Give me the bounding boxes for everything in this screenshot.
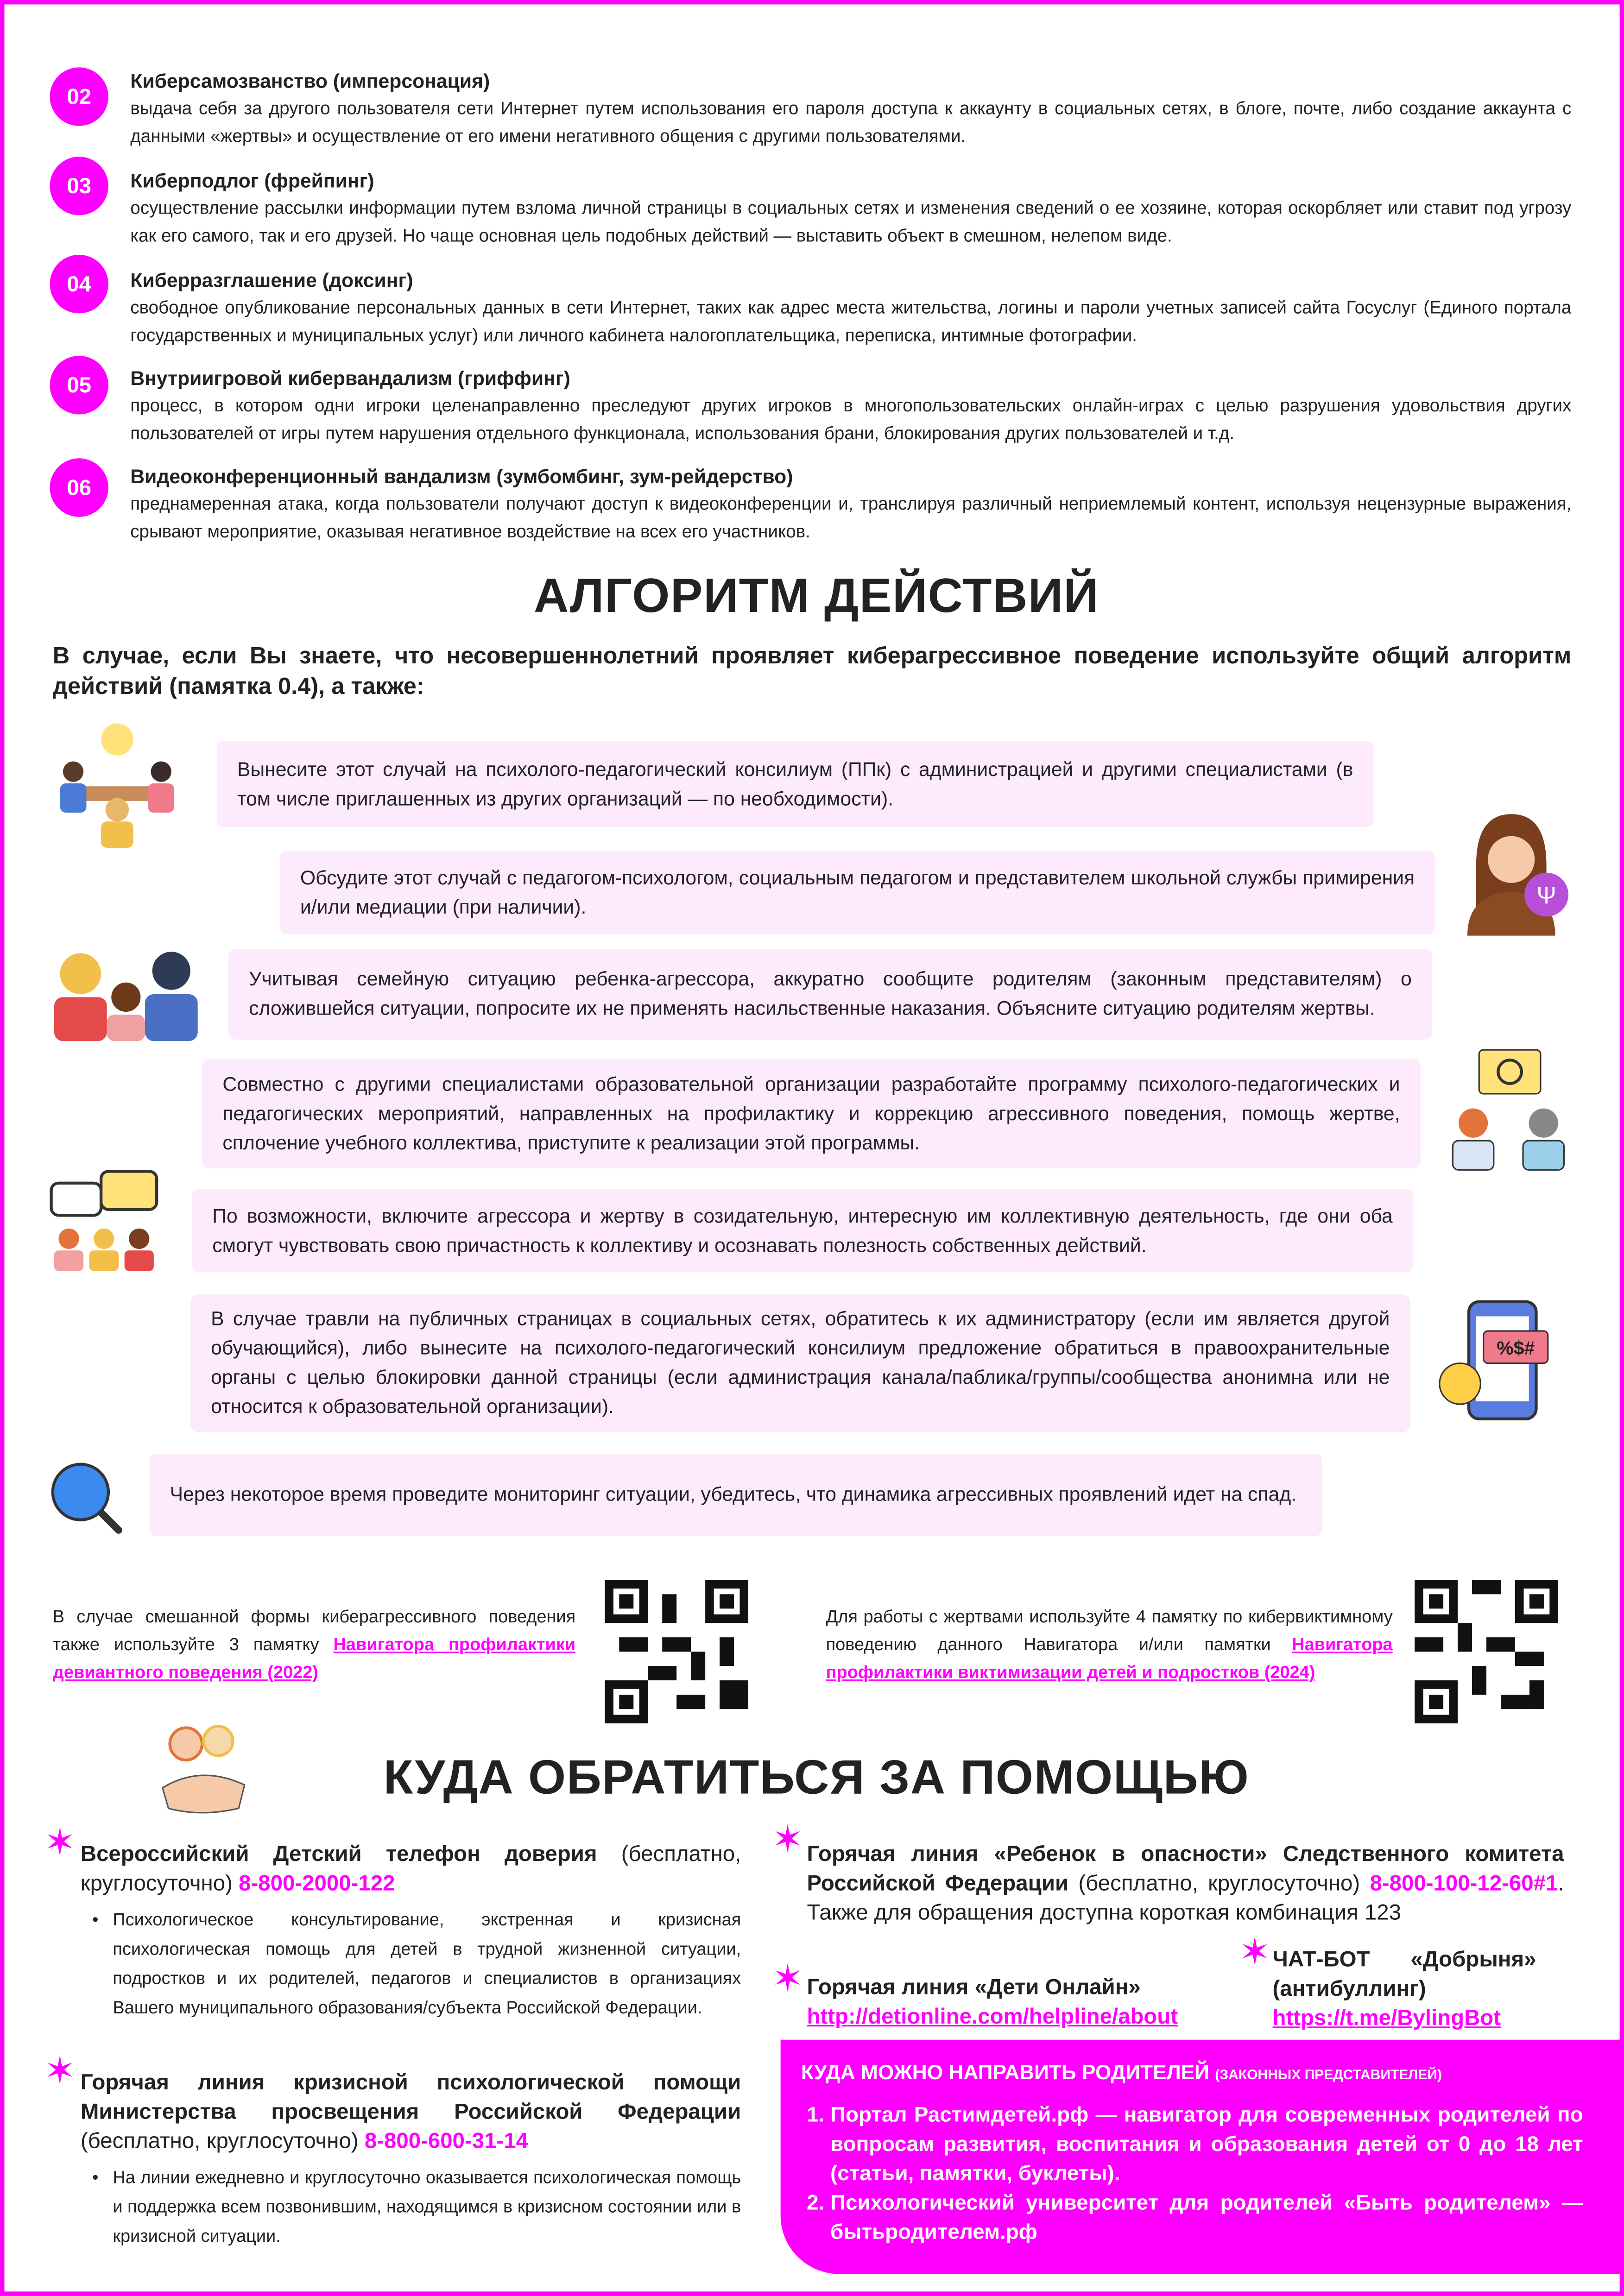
qr-right-caption: Для работы с жертвами используйте 4 памя… (826, 1606, 1393, 1655)
definition-text: выдача себя за другого пользователя сети… (130, 98, 1572, 147)
step-text: В случае травли на публичных страницах в… (211, 1307, 1390, 1418)
hotline-description: Психологическое консультирование, экстре… (92, 1905, 741, 2022)
helping-hand-icon (161, 1725, 246, 1814)
definition-title: Внутриигровой кибервандализм (гриффинг) (130, 367, 570, 390)
magnifier-icon (51, 1463, 122, 1534)
step-box: Совместно с другими специалистами образо… (202, 1059, 1421, 1169)
svg-text:%$#: %$# (1497, 1337, 1535, 1359)
parents-resource-item: Психологический университет для родителе… (830, 2189, 1583, 2247)
phone-abuse-icon: %$# (1439, 1300, 1549, 1420)
step-text: По возможности, включите агрессора и жер… (212, 1204, 1393, 1256)
number-badge: 05 (50, 356, 108, 415)
psychologist-icon: Ψ (1467, 814, 1569, 936)
chatbot-link[interactable]: https://t.me/BylingBot (1272, 2006, 1501, 2031)
definition-text: осуществление рассылки информации путем … (130, 197, 1572, 246)
hotline-phone[interactable]: 8-800-2000-122 (239, 1871, 395, 1896)
hotline-title: Горячая линия кризисной психологической … (80, 2070, 741, 2125)
qr-right-text: Для работы с жертвами используйте 4 памя… (826, 1603, 1393, 1687)
algorithm-intro: В случае, если Вы знаете, что несовершен… (52, 644, 1572, 700)
hotline-description: На линии ежедневно и круглосуточно оказы… (92, 2163, 741, 2251)
step-text: Через некоторое время проведите монитори… (170, 1483, 1297, 1506)
family-icon (54, 952, 198, 1041)
parents-resources-list: Портал Растимдетей.рф — навигатор для со… (801, 2101, 1583, 2247)
definition-item: Киберразглашение (доксинг) свободное опуб… (130, 270, 1571, 350)
parents-resources-box: КУДА МОЖНО НАПРАВИТЬ РОДИТЕЛЕЙ (ЗАКОННЫХ… (780, 2039, 1624, 2274)
hotline-note: (бесплатно, круглосуточно) (1078, 1871, 1360, 1896)
hotline-phone[interactable]: 8-800-100-12-60#1 (1370, 1871, 1558, 1896)
step-text: Вынесите этот случай на психолого-педаго… (237, 757, 1353, 809)
hotline-title: Горячая линия «Дети Онлайн» (807, 1975, 1141, 2000)
qr-code-icon[interactable] (1415, 1580, 1558, 1724)
definition-item: Киберсамозванство (имперсонация) выдача с… (130, 70, 1571, 151)
hotline-deti-online: Горячая линия «Дети Онлайн» http://detion… (807, 1974, 1232, 2032)
step-text: Обсудите этот случай с педагогом-психоло… (300, 866, 1415, 918)
algorithm-heading: АЛГОРИТМ ДЕЙСТВИЙ (533, 568, 1100, 623)
hotline-crisis: Горячая линия кризисной психологической … (81, 2069, 741, 2251)
number-badge: 06 (50, 458, 108, 517)
hotline-children-trust: Всероссийский Детский телефон доверия (б… (81, 1841, 741, 2022)
qr-code-icon[interactable] (605, 1580, 749, 1724)
step-box: В случае травли на публичных страницах в… (190, 1294, 1410, 1432)
step-box: Учитывая семейную ситуацию ребенка-агрес… (228, 949, 1433, 1040)
hotline-phone[interactable]: 8-800-600-31-14 (364, 2129, 529, 2154)
hotline-child-danger: Горячая линия «Ребенок в опасности» След… (807, 1841, 1564, 1929)
navigator-victim-link[interactable]: Навигатора профилактики виктимизации дет… (826, 1634, 1393, 1683)
parents-box-title: КУДА МОЖНО НАПРАВИТЬ РОДИТЕЛЕЙ (ЗАКОННЫХ… (801, 2060, 1442, 2084)
step-box: Через некоторое время проведите монитори… (149, 1454, 1323, 1536)
hotline-note: (бесплатно, круглосуточно) (80, 1842, 741, 1896)
hotline-note: (бесплатно, круглосуточно) (80, 2129, 359, 2154)
definition-text: преднамеренная атака, когда пользователи… (130, 493, 1572, 542)
step-box: Обсудите этот случай с педагогом-психоло… (279, 851, 1435, 934)
specialists-gear-icon (1452, 1049, 1565, 1171)
definition-title: Видеоконференционный вандализм (зумбомби… (130, 466, 793, 488)
definition-item: Внутриигровой кибервандализм (гриффинг) п… (130, 367, 1571, 448)
definition-text: свободное опубликование персональных дан… (130, 297, 1572, 346)
definition-title: Киберразглашение (доксинг) (130, 269, 413, 291)
navigator-deviant-link[interactable]: Навигатора профилактики девиантного пове… (52, 1634, 576, 1683)
definition-item: Киберподлог (фрейпинг) осуществление расс… (130, 170, 1571, 251)
sparkle-icon: ✶ (771, 1817, 804, 1861)
chat-people-icon (50, 1170, 158, 1271)
sparkle-icon: ✶ (44, 1820, 76, 1864)
svg-text:Ψ: Ψ (1536, 882, 1556, 908)
sparkle-icon: ✶ (44, 2048, 76, 2093)
sparkle-icon: ✶ (771, 1956, 804, 2000)
help-heading: КУДА ОБРАТИТЬСЯ ЗА ПОМОЩЬЮ (383, 1749, 1250, 1804)
deti-online-link[interactable]: http://detionline.com/helpline/about (807, 2004, 1178, 2030)
hotline-extra: . Также для обращения доступна короткая … (807, 1871, 1564, 1926)
chatbot-dobrynya: ЧАТ-БОТ «Добрыня» (антибуллинг) https://t… (1273, 1946, 1536, 2034)
qr-left-text: В случае смешанной формы киберагрессивно… (53, 1603, 575, 1687)
number-badge: 03 (50, 157, 108, 215)
number-badge: 04 (50, 254, 108, 314)
hotline-title: Горячая линия «Ребенок в опасности» След… (807, 1842, 1564, 1896)
step-text: Учитывая семейную ситуацию ребенка-агрес… (249, 968, 1412, 1019)
qr-left-caption: В случае смешанной формы киберагрессивно… (52, 1606, 576, 1655)
definition-text: процесс, в котором одни игроки целенапра… (130, 395, 1572, 444)
step-text: Совместно с другими специалистами образо… (222, 1072, 1400, 1153)
chatbot-title: ЧАТ-БОТ «Добрыня» (антибуллинг) (1272, 1947, 1536, 2002)
definition-item: Видеоконференционный вандализм (зумбомби… (130, 466, 1571, 546)
step-box: По возможности, включите агрессора и жер… (192, 1189, 1413, 1273)
hotline-title: Всероссийский Детский телефон доверия (80, 1842, 597, 1867)
sparkle-icon: ✶ (1239, 1930, 1271, 1974)
definition-title: Киберподлог (фрейпинг) (130, 170, 374, 192)
step-box: Вынесите этот случай на психолого-педаго… (216, 741, 1374, 827)
meeting-people-icon (60, 723, 175, 848)
definition-title: Киберсамозванство (имперсонация) (130, 70, 490, 93)
number-badge: 02 (50, 67, 108, 126)
parents-resource-item: Портал Растимдетей.рф — навигатор для со… (830, 2101, 1583, 2189)
